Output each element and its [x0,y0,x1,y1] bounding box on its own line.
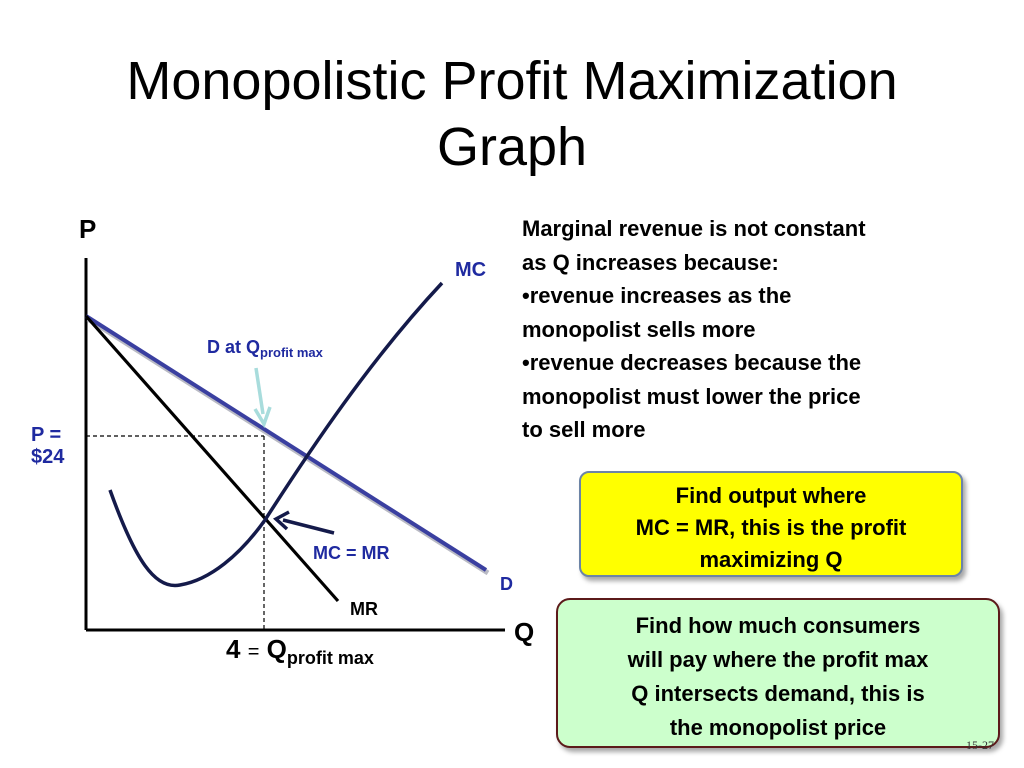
price-box-line: Find how much consumers [635,613,921,638]
price-box-line: will pay where the profit max [627,647,929,672]
explanation-line: to sell more [522,417,646,442]
quantity-symbol: Q [266,634,287,664]
quantity-equals-sign: = [247,641,260,663]
demand-note-prefix: D at Q [207,337,261,357]
mc-curve [108,281,444,588]
find-output-box: Find output where MC = MR, this is the p… [579,471,963,577]
marginal-revenue-explanation: Marginal revenue is not constant as Q in… [522,212,982,447]
slide-number: 15-27 [966,738,994,752]
output-box-line: Find output where [675,483,867,508]
quantity-axis-label: Q [514,617,535,647]
explanation-line: •revenue increases as the [522,283,792,308]
price-axis-label: P [79,214,97,244]
price-box-line: Q intersects demand, this is [631,681,925,706]
quantity-profit-max-label: 4 = Qprofit max [226,634,374,668]
price-value-label: P = $24 [31,424,64,468]
mc-mr-pointer-arrow [282,518,335,535]
title-line-2: Graph [436,117,588,177]
explanation-line: monopolist must lower the price [522,383,861,409]
demand-note-label: D at Qprofit max [207,337,323,360]
find-price-box: Find how much consumers will pay where t… [556,598,1000,748]
price-label-line-2: $24 [31,446,65,468]
quantity-subscript: profit max [286,648,374,668]
explanation-line: monopolist sells more [522,316,756,342]
explanation-line: •revenue decreases because the [522,350,862,375]
title-line-1: Monopolistic Profit Maximization [126,51,898,111]
demand-curve-label: D [500,574,513,594]
price-box-line: the monopolist price [669,715,887,740]
mc-mr-pointer-arrowhead [272,510,290,531]
mr-curve [84,314,340,603]
quantity-value: 4 [226,634,241,664]
demand-note-subscript: profit max [260,345,323,360]
price-label-line-1: P = [31,424,62,446]
mc-curve-label: MC [455,259,487,281]
demand-pointer-arrowhead [253,406,272,429]
explanation-line: Marginal revenue is not constant [522,216,866,241]
slide-title: Monopolistic Profit Maximization Graph [0,48,1024,180]
demand-curve [84,314,488,572]
demand-pointer-arrow [254,367,265,415]
output-box-line: maximizing Q [699,547,843,572]
explanation-line: as Q increases because: [522,249,779,275]
output-box-line: MC = MR, this is the profit [635,515,907,540]
mr-curve-label: MR [350,599,378,619]
mc-equals-mr-label: MC = MR [313,543,390,563]
